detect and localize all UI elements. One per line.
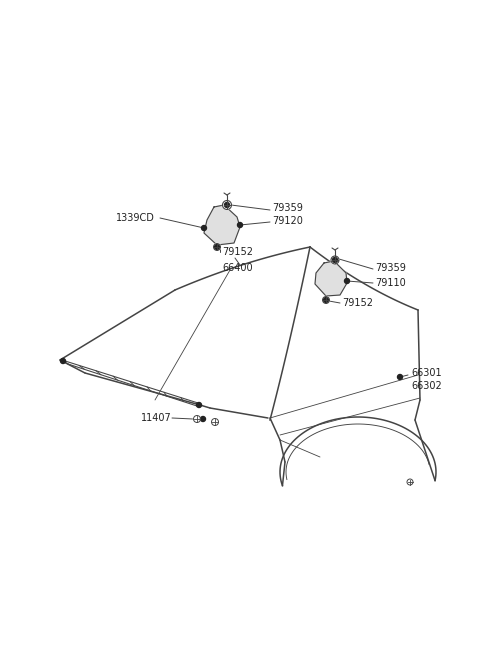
Text: 79152: 79152: [342, 298, 373, 308]
Circle shape: [397, 375, 403, 379]
Circle shape: [214, 244, 220, 250]
Circle shape: [202, 225, 206, 231]
Circle shape: [223, 200, 231, 210]
Circle shape: [333, 257, 337, 263]
Text: 79120: 79120: [272, 216, 303, 226]
Text: 79110: 79110: [375, 278, 406, 288]
Circle shape: [215, 244, 219, 250]
Text: 66301: 66301: [411, 368, 442, 378]
Text: 79359: 79359: [375, 263, 406, 273]
Circle shape: [196, 403, 202, 407]
Circle shape: [324, 297, 328, 303]
Polygon shape: [204, 205, 240, 245]
Circle shape: [331, 256, 339, 264]
Circle shape: [345, 278, 349, 284]
Circle shape: [193, 415, 201, 422]
Circle shape: [201, 417, 205, 422]
Circle shape: [323, 297, 329, 303]
Text: 79359: 79359: [272, 203, 303, 213]
Text: 66400: 66400: [222, 263, 252, 273]
Circle shape: [407, 479, 413, 485]
Circle shape: [225, 202, 229, 208]
Circle shape: [212, 419, 218, 426]
Text: 79152: 79152: [222, 247, 253, 257]
Text: 66302: 66302: [411, 381, 442, 391]
Text: 1339CD: 1339CD: [116, 213, 155, 223]
Polygon shape: [315, 261, 347, 296]
Circle shape: [238, 223, 242, 227]
Text: 11407: 11407: [141, 413, 172, 423]
Circle shape: [60, 358, 65, 364]
